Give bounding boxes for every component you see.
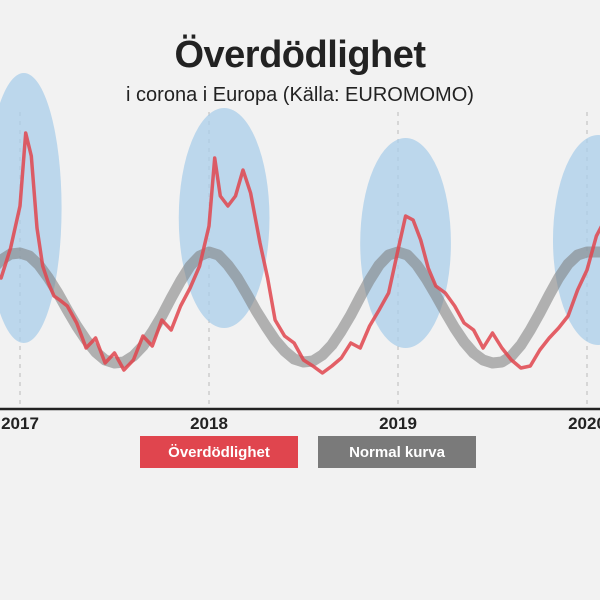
x-axis-ticks: 2017 2018 2019 2020 (1, 414, 600, 433)
chart-subtitle: i corona i Europa (Källa: EUROMOMO) (126, 84, 474, 106)
x-tick-label-2020: 2020 (568, 414, 600, 433)
legend-normal-curve: Normal kurva (318, 436, 476, 468)
series-excess-mortality (0, 131, 600, 375)
legend-normal-label: Normal kurva (349, 443, 445, 461)
series-normal-curve (0, 246, 600, 369)
series-lines (0, 131, 600, 375)
x-tick-label-2019: 2019 (379, 414, 417, 433)
highlight-ellipse-2 (178, 108, 270, 328)
legend-excess-label: Överdödlighet (168, 443, 270, 461)
highlight-ellipse-1 (0, 73, 62, 343)
chart-title: Överdödlighet (174, 34, 426, 76)
x-tick-label-2018: 2018 (190, 414, 228, 433)
x-tick-label-2017: 2017 (1, 414, 39, 433)
highlight-ellipse-4 (552, 135, 600, 345)
legend-excess-mortality: Överdödlighet (140, 436, 298, 468)
peak-highlights (0, 73, 600, 348)
highlight-ellipse-3 (360, 138, 451, 348)
